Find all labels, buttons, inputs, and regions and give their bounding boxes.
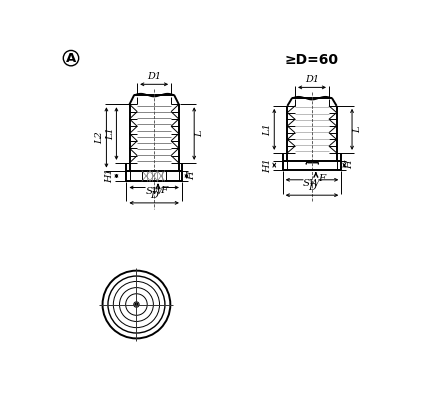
- Text: L: L: [195, 130, 204, 137]
- Text: D: D: [150, 191, 158, 200]
- Text: F: F: [160, 186, 167, 195]
- Text: L1: L1: [106, 127, 115, 140]
- Text: D1: D1: [147, 72, 161, 81]
- Text: SW: SW: [303, 179, 321, 188]
- Text: H1: H1: [263, 158, 272, 172]
- Text: H: H: [345, 161, 354, 169]
- Text: A: A: [66, 52, 76, 65]
- Circle shape: [135, 303, 138, 306]
- Text: H1: H1: [105, 168, 114, 183]
- Text: L: L: [353, 126, 362, 133]
- Text: D: D: [308, 183, 316, 192]
- Text: D1: D1: [305, 75, 319, 84]
- Text: ≥D=60: ≥D=60: [285, 53, 339, 67]
- Text: F: F: [318, 174, 325, 183]
- Text: L2: L2: [95, 131, 104, 144]
- Text: H: H: [187, 172, 196, 180]
- Text: L1: L1: [263, 123, 272, 136]
- Text: SW: SW: [145, 187, 163, 196]
